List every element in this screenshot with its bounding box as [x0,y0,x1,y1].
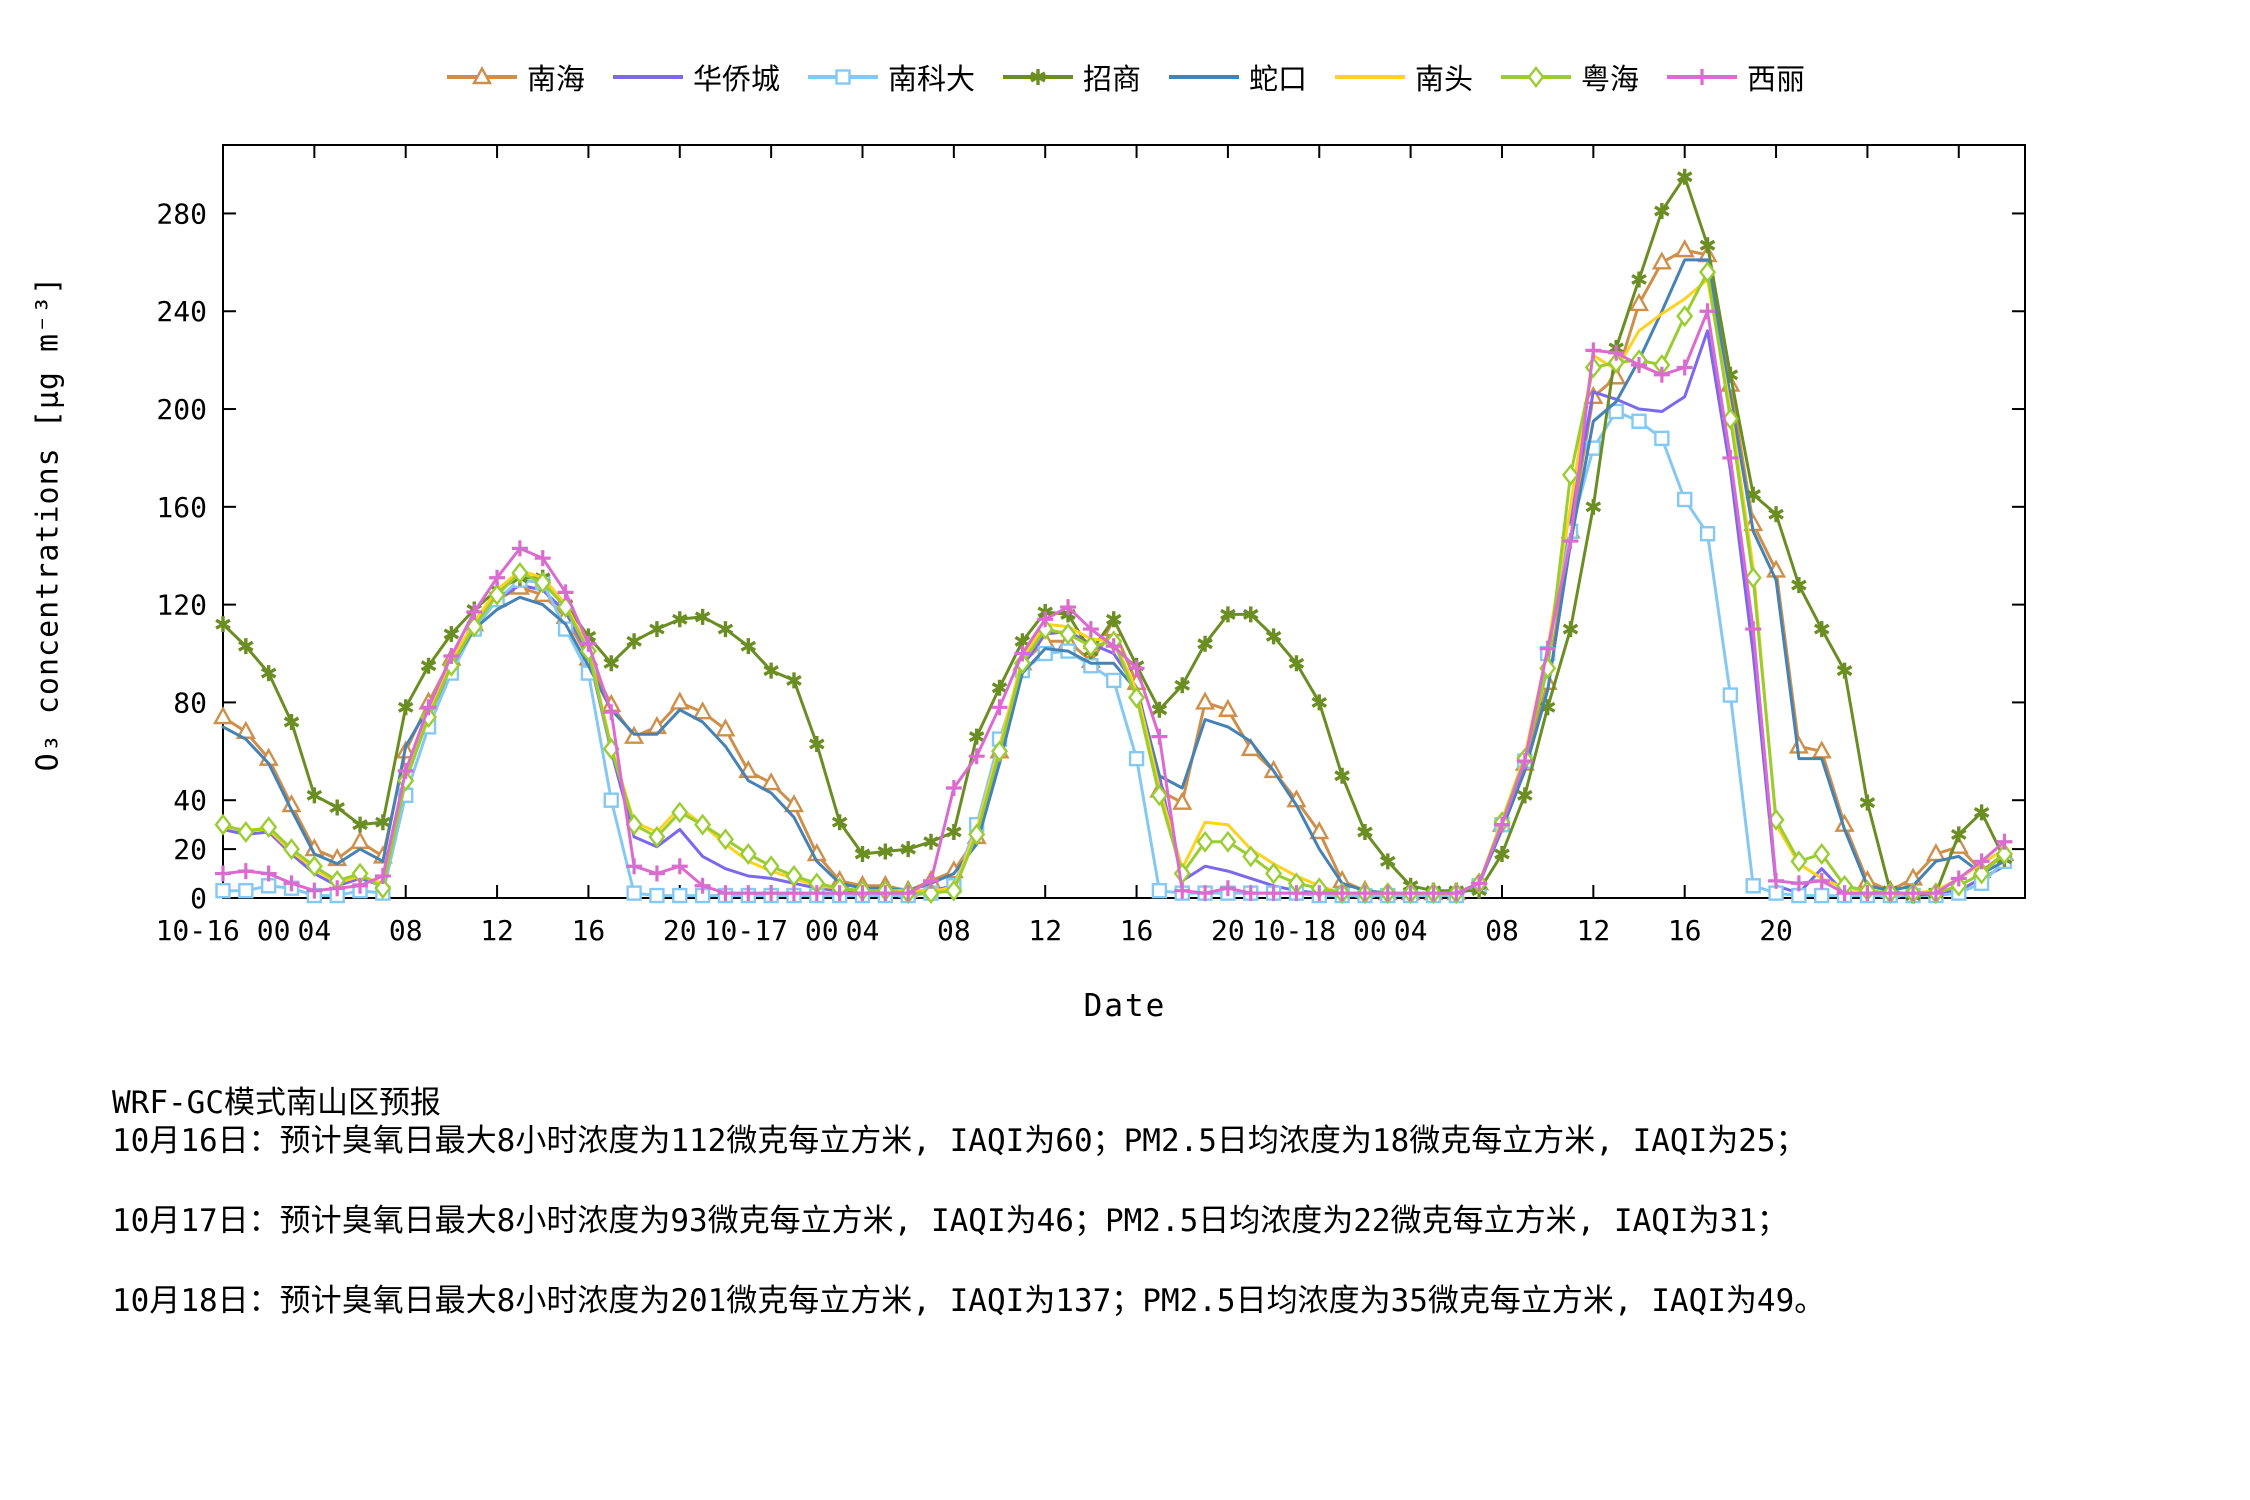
x-tick-label: 16 [1120,914,1154,947]
y-tick-label: 0 [190,882,207,915]
legend-label: 蛇口 [1249,62,1308,96]
y-tick-label: 200 [156,393,207,426]
legend-marker-icon [1501,66,1572,88]
x-tick-label: 12 [1576,914,1610,947]
o3-forecast-chart: 10-16 00 04 08 12 16 20 10-17 00 04 08 12 16 20 10-1… [156,144,2026,947]
x-tick-label: 16 [1668,914,1702,947]
x-tick-label: 08 [937,914,971,947]
forecast-oct18: 10月18日：预计臭氧日最大8小时浓度为201微克每立方米, IAQI为137；… [112,1283,1826,1319]
legend-marker-icon [612,75,683,79]
legend-item-蛇口: 蛇口 [1167,56,1307,98]
chart-legend: 南海 华侨城 南科大 招商 蛇口 南头 粤海 西丽 [0,56,2250,98]
legend-label: 粤海 [1581,62,1640,96]
x-tick-label: 10-17 00 [704,914,839,947]
x-axis-label: Date [1083,988,1167,1024]
legend-item-南头: 南头 [1333,56,1473,98]
legend-item-招商: 招商 [1001,56,1141,98]
legend-label: 招商 [1082,62,1141,96]
x-tick-label: 08 [1485,914,1519,947]
x-tick-label: 20 [1759,914,1793,947]
x-tick-label: 20 [1211,914,1245,947]
forecast-title: WRF-GC模式南山区预报 [112,1085,441,1121]
legend-item-粤海: 粤海 [1499,56,1639,98]
x-tick-label: 12 [1028,914,1062,947]
x-tick-label: 20 [663,914,697,947]
y-axis-label: O₃ concentrations [μg m⁻³] [30,275,66,772]
legend-marker-icon [446,66,517,85]
legend-item-南科大: 南科大 [806,56,975,98]
y-tick-label: 280 [156,197,207,230]
legend-label: 华侨城 [692,62,780,96]
y-tick-label: 20 [173,833,207,866]
x-tick-label: 04 [297,914,331,947]
legend-label: 西丽 [1747,62,1806,96]
x-tick-label: 10-16 00 [156,914,291,947]
forecast-oct17: 10月17日：预计臭氧日最大8小时浓度为93微克每立方米, IAQI为46；PM… [112,1203,1788,1239]
legend-item-西丽: 西丽 [1665,56,1805,98]
y-tick-label: 160 [156,491,207,524]
forecast-oct16: 10月16日：预计臭氧日最大8小时浓度为112微克每立方米, IAQI为60；P… [112,1123,1807,1159]
legend-marker-icon [807,69,878,85]
legend-label: 南头 [1415,62,1474,96]
legend-item-南海: 南海 [445,56,585,98]
series-蛇口 [221,258,2006,895]
legend-label: 南科大 [887,62,975,96]
legend-item-华侨城: 华侨城 [611,56,780,98]
plot-border [222,144,2026,899]
y-tick-label: 40 [173,784,207,817]
x-tick-label: 16 [572,914,606,947]
legend-marker-icon [1667,69,1738,85]
series-粤海 [214,261,2013,905]
x-tick-label: 10-18 00 [1252,914,1387,947]
y-tick-label: 80 [173,686,207,719]
x-tick-label: 12 [480,914,514,947]
legend-marker-icon [1002,69,1073,85]
x-tick-label: 04 [846,914,880,947]
legend-marker-icon [1335,75,1406,79]
series-西丽 [215,303,2013,902]
x-tick-label: 04 [1394,914,1428,947]
y-tick-label: 120 [156,589,207,622]
legend-label: 南海 [526,62,585,96]
y-tick-label: 240 [156,295,207,328]
x-tick-label: 08 [389,914,423,947]
legend-marker-icon [1169,75,1239,79]
